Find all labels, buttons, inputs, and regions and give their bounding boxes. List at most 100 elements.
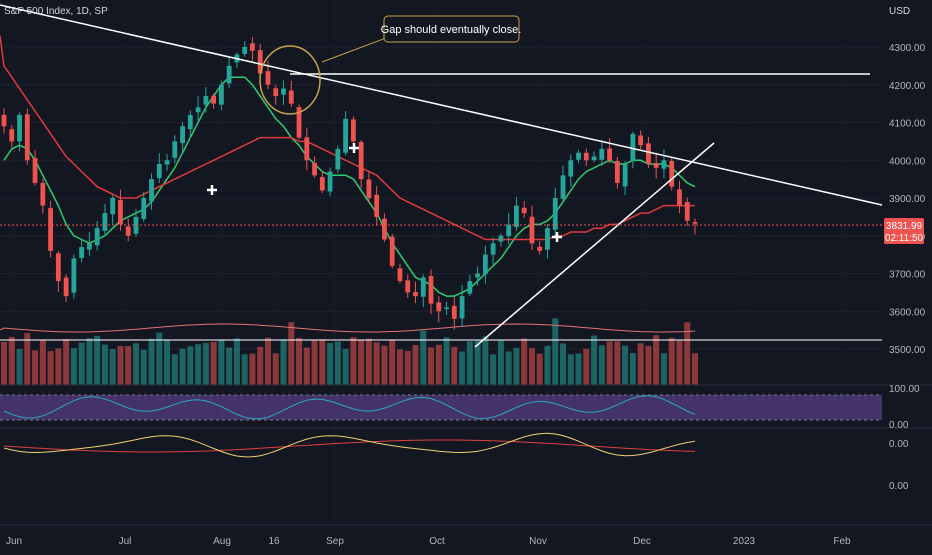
candle[interactable]	[79, 238, 85, 263]
candle[interactable]	[382, 213, 387, 243]
candle[interactable]	[172, 135, 178, 164]
candle[interactable]	[296, 104, 302, 140]
candles[interactable]	[1, 37, 698, 330]
candle[interactable]	[607, 138, 612, 164]
candle[interactable]	[599, 140, 605, 166]
candle[interactable]	[17, 112, 22, 152]
candle[interactable]	[529, 205, 535, 251]
symbol-title[interactable]: S&P 500 Index, 1D, SP	[4, 6, 108, 17]
candle[interactable]	[350, 116, 356, 148]
gap-circle[interactable]	[259, 45, 321, 115]
candle[interactable]	[180, 122, 185, 153]
candle[interactable]	[669, 158, 675, 191]
candle[interactable]	[467, 275, 473, 297]
candle[interactable]	[614, 156, 620, 189]
candle[interactable]	[568, 154, 574, 187]
candle[interactable]	[125, 218, 131, 242]
candle[interactable]	[451, 296, 457, 330]
candle[interactable]	[71, 254, 77, 299]
candle[interactable]	[55, 250, 61, 292]
candle[interactable]	[312, 156, 317, 178]
candle[interactable]	[102, 203, 108, 237]
candle[interactable]	[1, 108, 7, 134]
candle[interactable]	[576, 150, 581, 164]
candle[interactable]	[48, 200, 53, 258]
candle[interactable]	[684, 197, 690, 226]
candle[interactable]	[319, 170, 325, 193]
candle[interactable]	[273, 84, 279, 105]
candle[interactable]	[335, 145, 341, 173]
candle[interactable]	[677, 180, 682, 213]
candle[interactable]	[141, 191, 147, 222]
candle[interactable]	[545, 224, 550, 259]
candle[interactable]	[459, 284, 465, 327]
candle[interactable]	[374, 186, 380, 225]
time-axis[interactable]: Jun Jul Aug 16 Sep Oct Nov Dec 2023 Feb	[6, 536, 851, 547]
annotation-callout[interactable]: Gap should eventually close.	[381, 15, 522, 43]
candle[interactable]	[211, 93, 217, 109]
candle[interactable]	[622, 160, 628, 196]
candle[interactable]	[203, 87, 209, 113]
candle[interactable]	[156, 153, 162, 183]
candle[interactable]	[133, 208, 139, 237]
candle[interactable]	[653, 152, 659, 179]
candle[interactable]	[327, 167, 333, 197]
candle[interactable]	[490, 237, 496, 265]
volume-bar	[567, 354, 574, 385]
candle[interactable]	[389, 233, 395, 269]
ascending-trendline[interactable]	[474, 142, 715, 348]
candle[interactable]	[9, 124, 15, 148]
candle[interactable]	[405, 274, 411, 298]
candle[interactable]	[560, 165, 566, 203]
candle[interactable]	[304, 127, 310, 171]
candle[interactable]	[366, 170, 372, 204]
candle[interactable]	[288, 80, 294, 108]
candle[interactable]	[40, 178, 46, 214]
candle[interactable]	[226, 57, 232, 88]
candle[interactable]	[32, 150, 38, 186]
descending-trendline[interactable]	[0, 4, 883, 206]
candle[interactable]	[444, 301, 449, 315]
candle[interactable]	[187, 110, 193, 139]
candle[interactable]	[87, 232, 92, 256]
candle[interactable]	[436, 296, 442, 323]
rsi-pane[interactable]	[0, 384, 932, 421]
candle[interactable]	[63, 274, 69, 303]
candle[interactable]	[482, 245, 488, 284]
candle[interactable]	[475, 266, 481, 286]
price-tick-label: 3500.00	[889, 345, 926, 356]
candle[interactable]	[242, 40, 248, 57]
candle[interactable]	[110, 195, 116, 225]
candle[interactable]	[94, 221, 100, 251]
candle[interactable]	[118, 189, 123, 231]
candle[interactable]	[591, 151, 597, 163]
candle[interactable]	[583, 148, 589, 166]
candle[interactable]	[413, 281, 418, 304]
candle[interactable]	[420, 274, 426, 308]
candle[interactable]	[218, 80, 224, 111]
candle[interactable]	[506, 213, 512, 245]
candle[interactable]	[281, 80, 286, 105]
volume-bar	[241, 354, 248, 385]
candle[interactable]	[661, 149, 667, 179]
candle[interactable]	[521, 200, 527, 218]
candle[interactable]	[428, 269, 434, 315]
candle[interactable]	[552, 187, 558, 238]
candle[interactable]	[397, 263, 403, 284]
drawings[interactable]	[0, 4, 883, 348]
candle[interactable]	[164, 153, 170, 171]
candle[interactable]	[343, 110, 349, 156]
candle[interactable]	[692, 218, 698, 235]
candle[interactable]	[195, 96, 201, 123]
candle[interactable]	[358, 140, 364, 189]
oscillator-pane[interactable]	[0, 427, 932, 526]
candle[interactable]	[638, 130, 644, 150]
volume-bar	[94, 335, 101, 385]
candle[interactable]	[498, 233, 504, 247]
candle[interactable]	[537, 241, 543, 255]
candle[interactable]	[149, 173, 154, 210]
candle[interactable]	[250, 37, 255, 61]
candle[interactable]	[630, 131, 636, 169]
candle[interactable]	[24, 108, 30, 165]
